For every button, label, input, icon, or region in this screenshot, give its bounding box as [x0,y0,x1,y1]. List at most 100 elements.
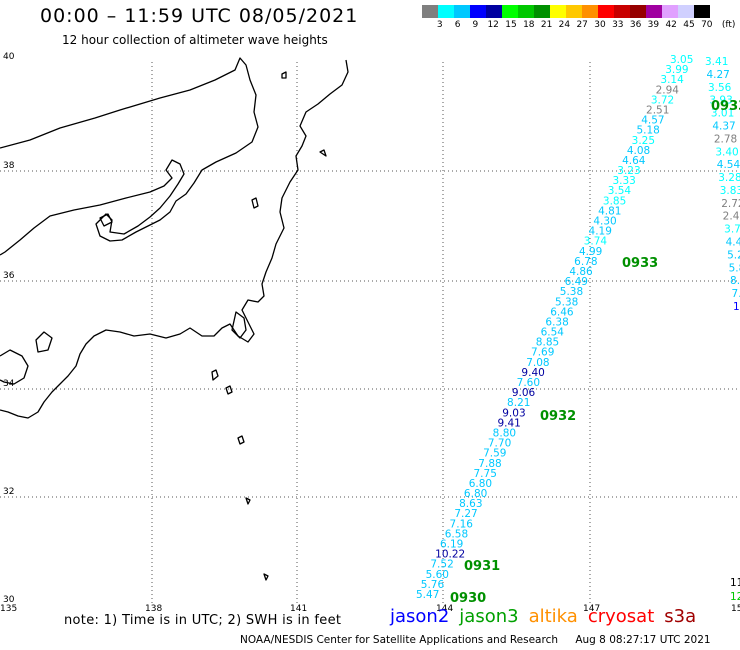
pass-time-label: 0933 [622,256,658,271]
wave-height-value: 4.27 [706,69,729,81]
wave-height-value: 8.21 [507,397,530,409]
page-title: 00:00 – 11:59 UTC 08/05/2021 [40,5,359,27]
wave-height-value: 7.75 [474,468,497,480]
color-swatch [630,5,646,18]
wave-height-value: 5.38 [560,286,583,298]
footnote: note: 1) Time is in UTC; 2) SWH is in fe… [64,613,342,628]
wave-height-value: 7.69 [531,347,554,359]
wave-height-value: 6.80 [469,478,492,490]
color-swatch [662,5,678,18]
color-scale-label: 3 [436,20,443,30]
wave-height-value: 6.38 [545,316,568,328]
honshu-coastline [0,57,259,256]
wave-height-value: 3.85 [603,195,626,207]
wave-height-value: 4.86 [569,266,593,278]
wave-height-value: 6.58 [445,528,468,540]
wave-height-value: 3.74 [724,224,740,236]
wave-height-value: 5.38 [555,296,578,308]
wave-height-value: 7.52 [430,559,453,571]
wave-height-value: 4.19 [589,226,612,238]
wave-height-value: 2.72 [721,198,740,210]
wave-height-value: 6.19 [440,539,463,551]
color-scale-label: 6 [454,20,461,30]
color-swatch [502,5,518,18]
color-swatch [566,5,582,18]
color-scale-label: 45 [683,20,695,30]
wave-height-value: 3.40 [715,146,738,158]
color-swatch [678,5,694,18]
color-scale-bar [422,5,710,18]
wave-height-value: 9.03 [502,407,525,419]
color-scale-label: 12 [487,20,499,30]
small-island-3 [225,385,233,395]
color-swatch [470,5,486,18]
satellite-legend: jason2 jason3 altika cryosat s3a [390,606,706,627]
wave-height-value: 6.46 [550,306,574,318]
graticule [0,62,740,605]
wave-height-value: 3.41 [705,56,728,68]
wave-height-value: 2.51 [646,104,669,116]
wave-height-value: 5.60 [426,569,449,581]
small-island-8 [319,149,327,157]
wave-height-value: 7.59 [483,448,506,460]
wave-height-value: 4.64 [622,155,646,167]
wave-height-value: 8.85 [536,337,559,349]
color-scale-label: 9 [472,20,479,30]
wave-height-value: 4.30 [593,216,616,228]
wave-height-value: 3.33 [612,175,635,187]
latitude-label: 30 [3,595,15,605]
wave-height-value: 3.56 [708,82,732,94]
boso-peninsula [231,311,247,339]
wave-height-value: 2.94 [656,84,680,96]
longitude-label: 141 [290,604,307,614]
wave-height-value: 3.01 [711,108,734,120]
wave-height-value: 4.41 [726,237,740,249]
wave-height-value: 7.16 [450,518,474,530]
wave-height-value: 3.28 [718,172,740,184]
color-scale-label: 42 [665,20,677,30]
color-scale-label: (ft) [721,20,736,30]
color-scale-label: 15 [505,20,517,30]
wave-height-value: 7.27 [454,508,477,520]
wave-height-value: 2.78 [714,133,737,145]
wave-height-value: 4.57 [641,115,664,127]
wave-height-value: 3.25 [632,135,655,147]
latitude-label: 40 [3,52,15,62]
wave-height-value: 7.60 [517,377,540,389]
wave-height-value: 3.72 [651,94,674,106]
longitude-label: 144 [436,604,453,614]
satellite-legend-item: jason2 [390,606,450,627]
color-swatch [422,5,438,18]
color-swatch [694,5,710,18]
latitude-label: 34 [3,379,15,389]
pass-time-label: 0933 [711,99,740,114]
longitude-label: 135 [0,604,17,614]
wave-height-value: 8.63 [459,498,482,510]
pass-time-label: 0932 [540,409,576,424]
wave-height-value: 3.83 [720,185,740,197]
wave-height-value: 5.2 [727,249,740,261]
wave-height-value: 11 [730,577,740,589]
color-swatch [486,5,502,18]
color-swatch [614,5,630,18]
wave-height-value: 6.78 [574,256,597,268]
satellite-legend-item: cryosat [587,606,655,627]
kii-peninsula [0,349,29,385]
pass-time-labels: 0930 0931 0932 0933 0933 [450,99,740,606]
honshu-pacific-coastline [0,59,349,419]
wave-height-value: 7.08 [526,357,549,369]
pass-time-label: 0930 [450,591,486,606]
wave-height-value: 12 [730,591,740,603]
wave-height-value: 9.41 [497,417,520,429]
shikoku-coast [35,331,53,353]
wave-height-value: 3.54 [608,185,632,197]
credit-text: NOAA/NESDIS Center for Satellite Applica… [240,634,558,646]
color-swatch [646,5,662,18]
wave-height-value: 4.81 [598,205,621,217]
color-swatch [438,5,454,18]
satellite-legend-item: altika [528,606,578,627]
sado-island [99,213,113,227]
coastline [0,57,349,581]
